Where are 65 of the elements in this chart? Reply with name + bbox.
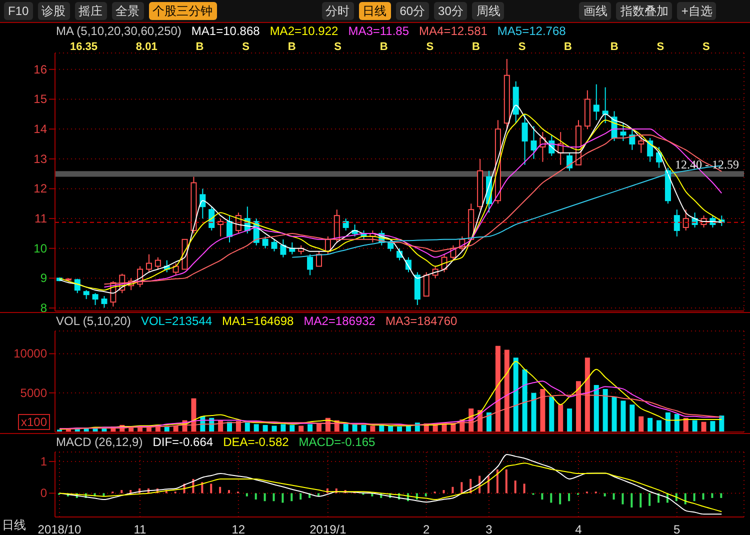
x-tick-label: 11 bbox=[134, 522, 147, 535]
text: 分时 bbox=[322, 2, 354, 20]
legend-title: MACD (26,12,9) bbox=[56, 435, 143, 451]
y-tick-label: 5000 bbox=[20, 386, 48, 400]
text: 16.35 bbox=[70, 41, 98, 53]
text: B bbox=[564, 41, 572, 53]
text: B bbox=[380, 41, 388, 53]
text: MACD=-0.165 bbox=[298, 435, 376, 451]
text: S bbox=[426, 41, 434, 53]
y-tick-label: 1 bbox=[40, 454, 48, 469]
text: MA3=184760 bbox=[385, 314, 458, 330]
text: VOL=213544 bbox=[140, 314, 212, 330]
text: B bbox=[196, 41, 204, 53]
text: 周线 bbox=[472, 2, 504, 20]
y-tick-label: 13 bbox=[34, 152, 48, 166]
text: +自选 bbox=[677, 2, 716, 20]
legend-title: MA (5,10,20,30,60,250) bbox=[56, 24, 182, 40]
y-tick-label: 0 bbox=[40, 486, 48, 500]
text: F10 bbox=[4, 2, 33, 20]
y-tick-label: 12 bbox=[34, 182, 48, 196]
text: B bbox=[288, 41, 296, 53]
y-tick-label: 15 bbox=[34, 92, 48, 106]
y-tick-label: 10000 bbox=[14, 346, 48, 361]
text: 指数叠加 bbox=[616, 2, 672, 20]
text: DIF=-0.664 bbox=[152, 435, 214, 451]
y-tick-label: 10 bbox=[34, 241, 48, 256]
x-tick-label: 2019/1 bbox=[310, 522, 347, 535]
y-tick-label: 11 bbox=[34, 212, 48, 226]
text: MA2=10.922 bbox=[270, 24, 338, 40]
x-tick-label: 5 bbox=[674, 522, 681, 535]
y-tick-label: 8 bbox=[40, 301, 48, 316]
text: MA1=164698 bbox=[222, 314, 294, 330]
text: 摇庄 bbox=[74, 2, 107, 20]
text: 诊股 bbox=[38, 2, 70, 20]
text: B bbox=[472, 41, 480, 53]
text: DEA=-0.582 bbox=[223, 435, 289, 451]
y-tick-label: 9 bbox=[40, 271, 48, 286]
y-tick-label: 16 bbox=[34, 62, 48, 76]
legend-title: VOL (5,10,20) bbox=[56, 314, 131, 330]
text: 60分 bbox=[396, 2, 430, 20]
text: MA3=11.85 bbox=[348, 24, 410, 40]
x-tick-label: 12 bbox=[232, 522, 246, 535]
y-axis-title: x100 bbox=[18, 414, 50, 430]
text: 个股三分钟 bbox=[148, 2, 217, 20]
y-tick-label: 14 bbox=[34, 122, 48, 136]
x-tick-label: 3 bbox=[486, 522, 493, 535]
text: S bbox=[334, 41, 342, 53]
text: 画线 bbox=[579, 2, 612, 20]
text: 全景 bbox=[112, 2, 144, 20]
text: 日线 bbox=[2, 517, 26, 534]
text: S bbox=[518, 41, 526, 53]
x-tick-label: 2 bbox=[423, 522, 430, 535]
text: 日线 bbox=[358, 2, 391, 20]
text: 30分 bbox=[434, 2, 468, 20]
x-tick-label: 4 bbox=[575, 522, 582, 535]
text: 8.01 bbox=[136, 41, 158, 53]
text: MA1=10.868 bbox=[191, 24, 260, 40]
x-tick-label: 2018/10 bbox=[38, 522, 82, 535]
text: MA4=12.581 bbox=[419, 24, 488, 40]
text: MA5=12.768 bbox=[497, 24, 566, 40]
text: MA2=186932 bbox=[304, 314, 376, 330]
text: B bbox=[610, 41, 618, 53]
text: S bbox=[242, 41, 250, 53]
text: S bbox=[656, 41, 664, 53]
text: S bbox=[702, 41, 710, 53]
